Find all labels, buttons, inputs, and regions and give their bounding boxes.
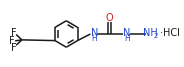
Text: F: F [11,43,17,53]
Text: F: F [11,28,17,38]
Text: 2: 2 [154,33,158,39]
Text: ·HCl: ·HCl [160,28,180,38]
Text: NH: NH [143,28,158,38]
Text: N: N [123,28,131,38]
Text: F: F [9,36,15,46]
Text: O: O [106,13,114,23]
Text: H: H [91,34,97,43]
Text: H: H [124,34,130,43]
Text: N: N [91,28,98,38]
